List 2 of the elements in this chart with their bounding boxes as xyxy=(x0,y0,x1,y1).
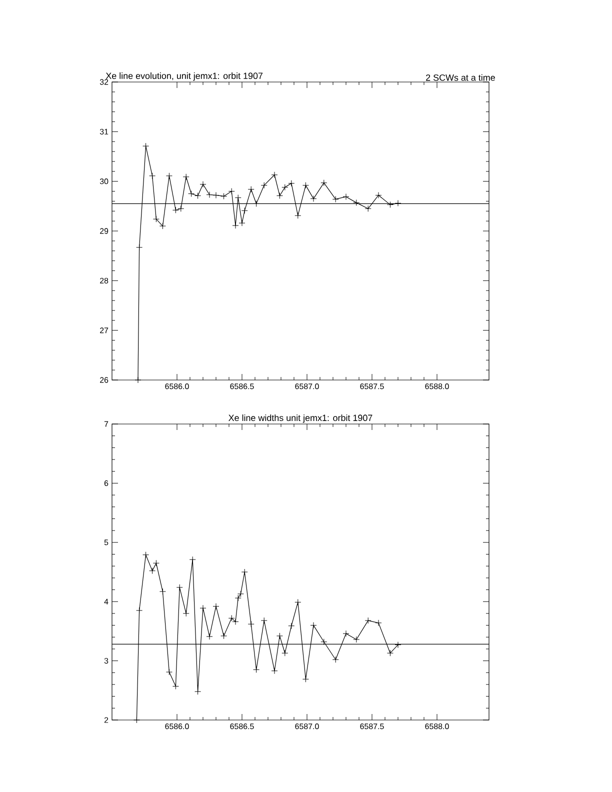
chart-title: Xe line widths unit jemx1: orbit 1907 xyxy=(228,414,372,423)
chart-subtitle: 2 SCWs at a time xyxy=(426,74,495,81)
